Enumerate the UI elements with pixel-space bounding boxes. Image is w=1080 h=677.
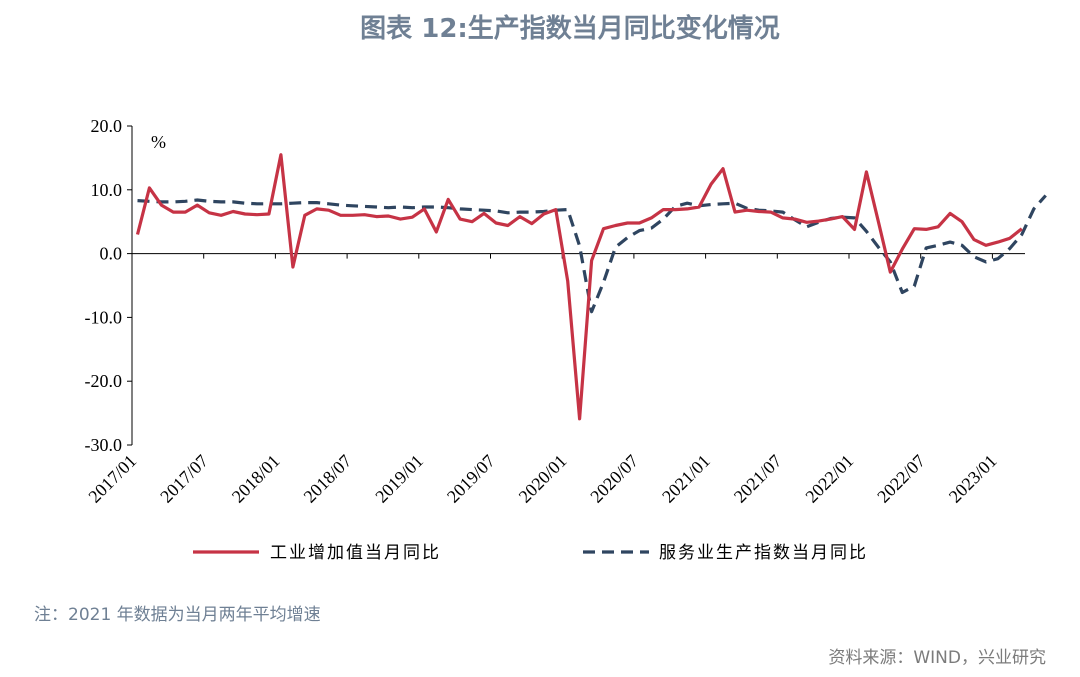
x-tick-label: 2018/07 bbox=[300, 451, 356, 507]
x-tick-label: 2017/07 bbox=[156, 451, 212, 507]
x-tick-label: 2018/01 bbox=[228, 451, 284, 507]
x-tick-label: 2019/01 bbox=[371, 451, 427, 507]
y-tick-label: 20.0 bbox=[91, 116, 123, 136]
y-tick-label: 0.0 bbox=[100, 244, 123, 264]
y-tick-label: -20.0 bbox=[85, 371, 123, 391]
x-tick-label: 2023/01 bbox=[945, 451, 1001, 507]
legend-label-industrial: 工业增加值当月同比 bbox=[270, 543, 441, 563]
legend: 工业增加值当月同比 服务业生产指数当月同比 bbox=[193, 543, 868, 563]
y-tick-label: -30.0 bbox=[85, 435, 123, 455]
source-text: 资料来源：WIND，兴业研究 bbox=[828, 648, 1046, 668]
series-line-industrial bbox=[135, 153, 1023, 421]
y-tick-label: 10.0 bbox=[91, 180, 123, 200]
x-tick-label: 2020/07 bbox=[586, 451, 642, 507]
footnote: 注：2021 年数据为当月两年平均增速 bbox=[34, 605, 321, 625]
x-tick-label: 2019/07 bbox=[443, 451, 499, 507]
y-unit-label: % bbox=[151, 132, 166, 152]
series-line-services bbox=[137, 194, 1047, 314]
y-tick-label: -10.0 bbox=[85, 307, 123, 327]
x-tick-label: 2020/01 bbox=[515, 451, 571, 507]
x-tick-label: 2021/07 bbox=[730, 451, 786, 507]
legend-label-services: 服务业生产指数当月同比 bbox=[659, 543, 868, 563]
x-tick-label: 2017/01 bbox=[84, 451, 140, 507]
x-tick-label: 2021/01 bbox=[658, 451, 714, 507]
x-tick-label: 2022/01 bbox=[801, 451, 857, 507]
series-lines bbox=[135, 153, 1047, 421]
x-tick-label: 2022/07 bbox=[873, 451, 929, 507]
chart-title: 图表 12:生产指数当月同比变化情况 bbox=[360, 14, 780, 44]
